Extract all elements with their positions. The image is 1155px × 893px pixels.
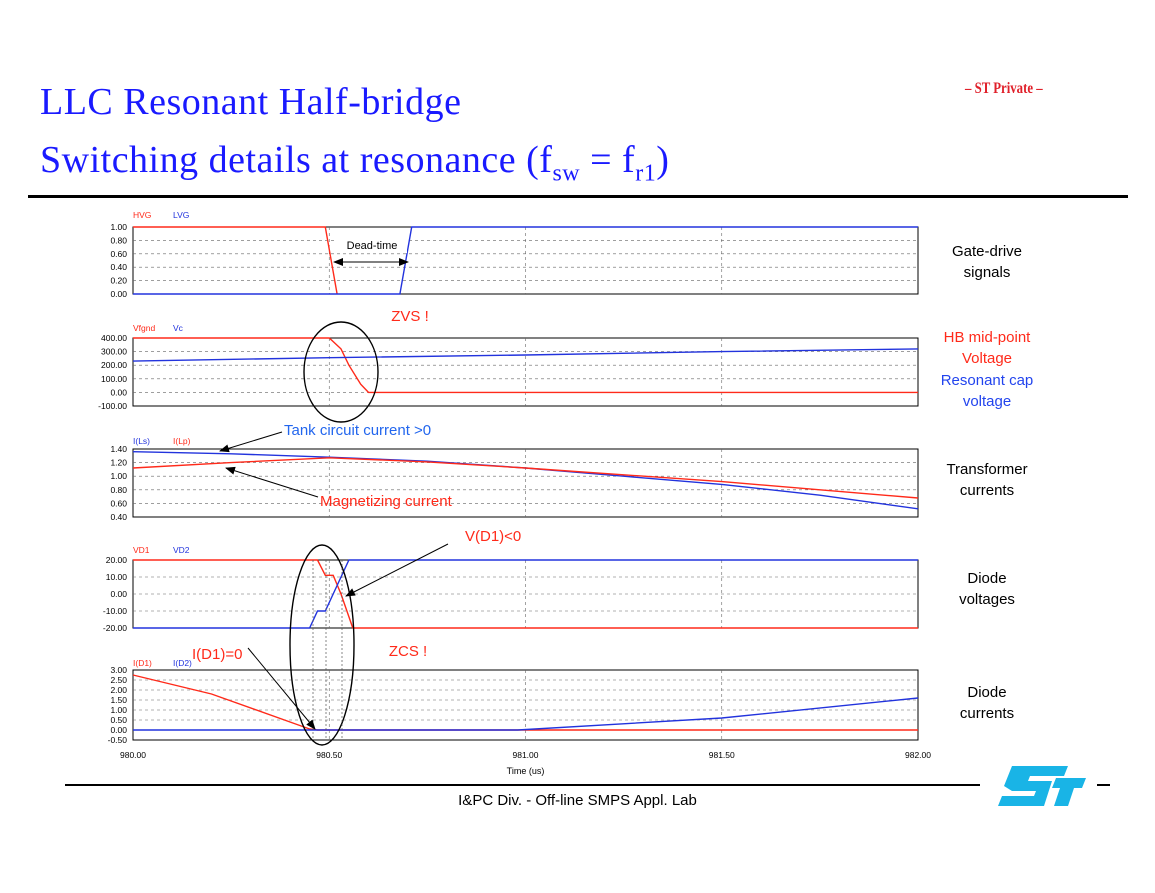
y-tick-label: 1.00 bbox=[110, 222, 127, 232]
y-tick-label: 0.50 bbox=[110, 715, 127, 725]
legend-vd2: VD2 bbox=[173, 545, 190, 555]
y-tick-label: 0.00 bbox=[110, 725, 127, 735]
title-line-2: Switching details at resonance (fsw = fr… bbox=[40, 139, 670, 187]
dead-time-label: Dead-time bbox=[347, 240, 398, 252]
y-tick-label: 200.00 bbox=[101, 360, 127, 370]
y-tick-label: -0.50 bbox=[108, 735, 128, 745]
series-vd1 bbox=[133, 559, 918, 629]
y-tick-label: 1.50 bbox=[110, 695, 127, 705]
id1-arrow bbox=[247, 647, 316, 730]
y-tick-label: 0.20 bbox=[110, 276, 127, 286]
y-tick-label: -10.00 bbox=[103, 606, 127, 616]
y-tick-label: 3.00 bbox=[110, 665, 127, 675]
legend-id2: I(D2) bbox=[173, 658, 192, 668]
zvs-ellipse bbox=[303, 321, 379, 423]
y-tick-label: 0.00 bbox=[110, 589, 127, 599]
zvs-label: ZVS ! bbox=[391, 308, 429, 325]
resonant-cap-label: Resonant cap voltage bbox=[940, 372, 1034, 410]
footer-rule-right bbox=[1097, 784, 1110, 786]
st-private-badge: – ST Private – bbox=[965, 80, 1043, 97]
header-rule bbox=[28, 195, 1128, 198]
tank-current-arrow bbox=[219, 431, 283, 453]
y-tick-label: 0.60 bbox=[110, 498, 127, 508]
series-id2 bbox=[133, 697, 919, 731]
y-tick-label: 1.00 bbox=[110, 471, 127, 481]
y-tick-label: -100.00 bbox=[98, 401, 127, 411]
legend-hvg: HVG bbox=[133, 210, 151, 220]
magnetizing-label: Magnetizing current bbox=[320, 493, 453, 510]
y-tick-label: 1.00 bbox=[110, 705, 127, 715]
y-tick-label: 0.80 bbox=[110, 235, 127, 245]
y-tick-label: 20.00 bbox=[106, 555, 128, 565]
y-tick-label: 300.00 bbox=[101, 347, 127, 357]
legend-id1: I(D1) bbox=[133, 658, 152, 668]
magnetizing-arrow bbox=[225, 466, 319, 498]
y-tick-label: 100.00 bbox=[101, 374, 127, 384]
y-tick-label: 10.00 bbox=[106, 572, 128, 582]
y-tick-label: 2.50 bbox=[110, 675, 127, 685]
y-tick-label: 2.00 bbox=[110, 685, 127, 695]
x-tick-label: 982.00 bbox=[905, 750, 931, 760]
transformer-currents-label: Transformer currents bbox=[946, 461, 1028, 499]
footer-rule-left bbox=[65, 784, 980, 786]
diode-currents-label: Diode currents bbox=[959, 684, 1015, 722]
tank-current-label: Tank circuit current >0 bbox=[284, 422, 431, 439]
y-tick-label: 400.00 bbox=[101, 333, 127, 343]
zcs-label: ZCS ! bbox=[389, 643, 427, 660]
y-tick-label: -20.00 bbox=[103, 623, 127, 633]
plot-frame-2 bbox=[132, 337, 919, 407]
y-tick-label: 0.80 bbox=[110, 485, 127, 495]
legend-ils: I(Ls) bbox=[133, 436, 150, 446]
series-hvg bbox=[133, 226, 338, 295]
st-logo-icon bbox=[998, 766, 1086, 806]
y-tick-label: 0.40 bbox=[110, 262, 127, 272]
x-tick-label: 980.50 bbox=[316, 750, 342, 760]
gate-drive-label: Gate-drive signals bbox=[951, 243, 1023, 281]
diode-voltages-label: Diode voltages bbox=[959, 570, 1015, 608]
title-line-1: LLC Resonant Half-bridge bbox=[40, 81, 462, 123]
legend-vd1: VD1 bbox=[133, 545, 150, 555]
legend-vfgnd: Vfgnd bbox=[133, 323, 155, 333]
series-vc bbox=[132, 348, 919, 362]
legend-vc: Vc bbox=[173, 323, 184, 333]
footer-text: I&PC Div. - Off-line SMPS Appl. Lab bbox=[458, 792, 697, 809]
series-ilp bbox=[132, 457, 919, 499]
dead-time-label-bg bbox=[337, 237, 407, 253]
id1-label: I(D1)=0 bbox=[192, 646, 242, 663]
hb-voltage-label: HB mid-point Voltage bbox=[943, 329, 1031, 367]
x-axis-label: Time (us) bbox=[507, 766, 545, 776]
y-tick-label: 0.00 bbox=[110, 387, 127, 397]
legend-lvg: LVG bbox=[173, 210, 189, 220]
y-tick-label: 0.60 bbox=[110, 249, 127, 259]
x-tick-label: 981.00 bbox=[513, 750, 539, 760]
y-tick-label: 1.40 bbox=[110, 444, 127, 454]
series-vd2 bbox=[133, 559, 918, 629]
y-tick-label: 0.00 bbox=[110, 289, 127, 299]
y-tick-label: 1.20 bbox=[110, 458, 127, 468]
vd1-arrow bbox=[345, 543, 449, 597]
y-tick-label: 0.40 bbox=[110, 512, 127, 522]
series-vfgnd bbox=[133, 337, 918, 394]
zcs-ellipse bbox=[289, 544, 355, 746]
plot-frame-3 bbox=[132, 448, 919, 518]
vd1-label: V(D1)<0 bbox=[465, 528, 521, 545]
x-tick-label: 981.50 bbox=[709, 750, 735, 760]
legend-ilp: I(Lp) bbox=[173, 436, 191, 446]
x-tick-label: 980.00 bbox=[120, 750, 146, 760]
